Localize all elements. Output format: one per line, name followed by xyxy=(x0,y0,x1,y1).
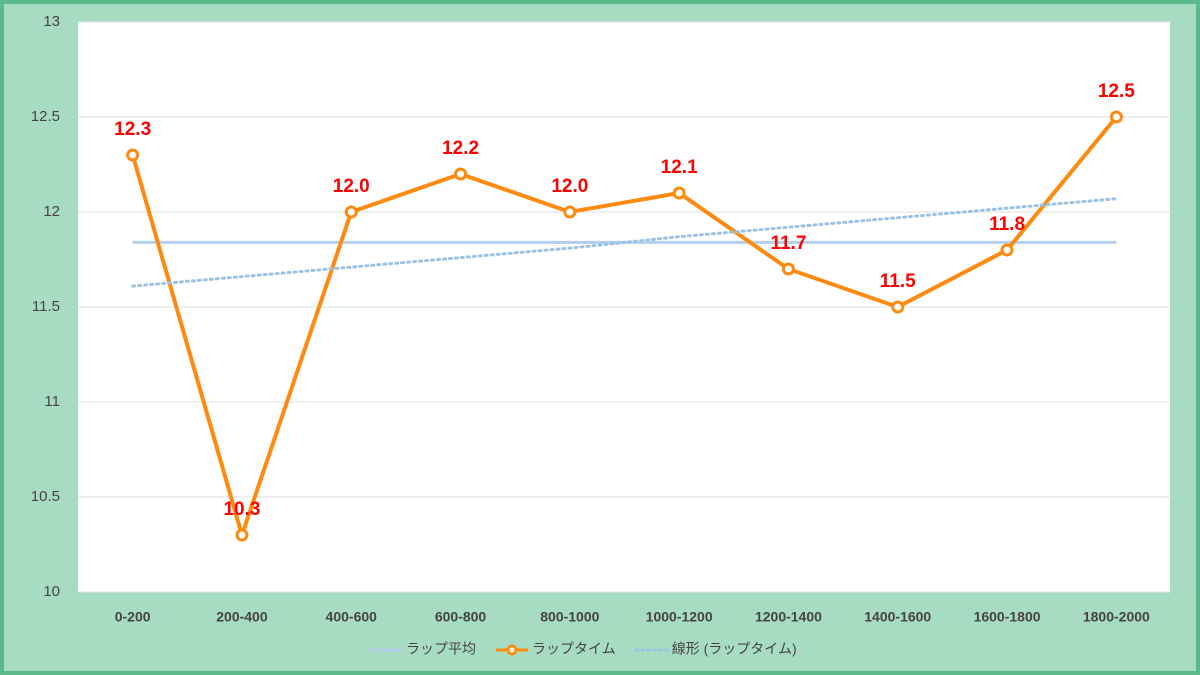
data-label: 12.0 xyxy=(551,176,588,197)
data-label: 12.3 xyxy=(114,119,151,140)
y-tick-label: 11.5 xyxy=(32,298,60,315)
x-tick-label: 1200-1400 xyxy=(755,609,822,625)
data-label: 12.1 xyxy=(661,157,698,178)
y-tick-label: 12.5 xyxy=(31,108,60,125)
x-tick-label: 0-200 xyxy=(115,609,151,625)
x-tick-label: 400-600 xyxy=(326,609,378,625)
marker xyxy=(1000,243,1014,257)
marker xyxy=(126,148,140,162)
marker xyxy=(344,205,358,219)
marker xyxy=(454,167,468,181)
marker xyxy=(1109,110,1123,124)
x-tick-label: 1000-1200 xyxy=(646,609,713,625)
marker xyxy=(781,262,795,276)
x-tick-label: 1600-1800 xyxy=(974,609,1041,625)
y-tick-label: 12 xyxy=(43,203,60,220)
legend-marker xyxy=(506,644,518,656)
data-label: 12.0 xyxy=(333,176,370,197)
marker xyxy=(672,186,686,200)
y-tick-label: 10.5 xyxy=(31,488,60,505)
legend-label: ラップ平均 xyxy=(406,641,476,657)
data-label: 11.5 xyxy=(880,271,916,292)
data-label: 11.7 xyxy=(770,233,806,254)
series-line xyxy=(131,197,1118,288)
marker xyxy=(235,528,249,542)
marker xyxy=(563,205,577,219)
x-tick-label: 200-400 xyxy=(216,609,268,625)
y-tick-label: 13 xyxy=(43,13,60,30)
legend-label: 線形 (ラップタイム) xyxy=(672,641,797,657)
data-label: 12.5 xyxy=(1098,81,1135,102)
data-label: 10.3 xyxy=(223,499,260,520)
y-tick-label: 11 xyxy=(44,393,60,410)
x-tick-label: 800-1000 xyxy=(540,609,599,625)
x-tick-label: 600-800 xyxy=(435,609,487,625)
y-tick-label: 10 xyxy=(43,583,60,600)
marker xyxy=(891,300,905,314)
x-tick-label: 1800-2000 xyxy=(1083,609,1150,625)
data-label: 11.8 xyxy=(989,214,1025,235)
data-label: 12.2 xyxy=(442,138,479,159)
series-line xyxy=(130,115,1118,542)
x-tick-label: 1400-1600 xyxy=(864,609,931,625)
legend-label: ラップタイム xyxy=(532,641,616,657)
